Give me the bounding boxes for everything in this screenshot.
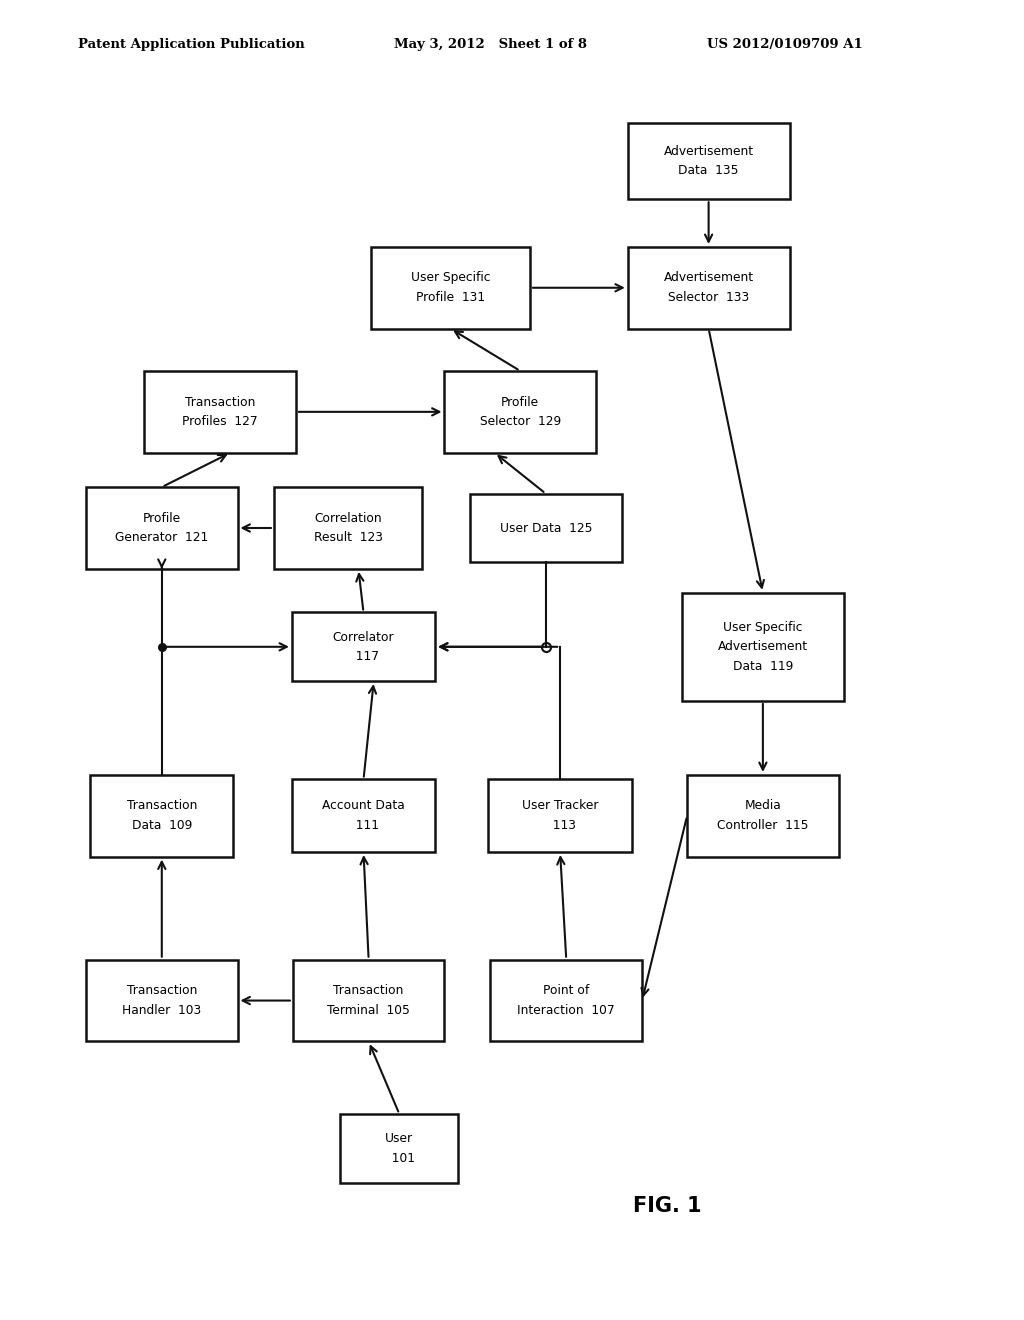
Bar: [144, 371, 296, 453]
Text: Generator  121: Generator 121: [115, 531, 209, 544]
Bar: [293, 960, 444, 1041]
Text: Data  109: Data 109: [132, 818, 191, 832]
Bar: [292, 612, 435, 681]
Text: Transaction: Transaction: [127, 985, 197, 998]
Text: Profiles  127: Profiles 127: [182, 414, 258, 428]
Bar: [90, 775, 233, 857]
Text: User Data  125: User Data 125: [500, 521, 592, 535]
Text: Correlation: Correlation: [314, 512, 382, 525]
Bar: [86, 487, 238, 569]
Bar: [628, 247, 790, 329]
Bar: [628, 123, 790, 199]
Text: Terminal  105: Terminal 105: [328, 1003, 410, 1016]
Text: Patent Application Publication: Patent Application Publication: [78, 38, 304, 51]
Text: 111: 111: [348, 818, 379, 832]
Text: User Specific: User Specific: [411, 272, 490, 285]
Text: Profile  131: Profile 131: [416, 290, 485, 304]
Text: User Specific: User Specific: [723, 620, 803, 634]
Text: Account Data: Account Data: [323, 800, 404, 813]
Text: Profile: Profile: [501, 396, 540, 409]
Bar: [292, 779, 435, 853]
Text: Advertisement: Advertisement: [664, 272, 754, 285]
Text: 101: 101: [384, 1151, 415, 1164]
Bar: [340, 1114, 459, 1183]
Bar: [682, 593, 844, 701]
Text: Point of: Point of: [543, 985, 590, 998]
Text: Selector  133: Selector 133: [668, 290, 750, 304]
Bar: [86, 960, 238, 1041]
Text: Data  135: Data 135: [678, 164, 739, 177]
Text: Data  119: Data 119: [733, 660, 793, 673]
Text: May 3, 2012   Sheet 1 of 8: May 3, 2012 Sheet 1 of 8: [394, 38, 587, 51]
Bar: [470, 494, 622, 562]
Text: Handler  103: Handler 103: [122, 1003, 202, 1016]
Bar: [444, 371, 596, 453]
Bar: [687, 775, 839, 857]
Bar: [490, 960, 642, 1041]
Bar: [274, 487, 422, 569]
Text: Transaction: Transaction: [334, 985, 403, 998]
Text: Controller  115: Controller 115: [717, 818, 809, 832]
Text: Advertisement: Advertisement: [664, 145, 754, 158]
Text: 113: 113: [545, 818, 575, 832]
Bar: [371, 247, 530, 329]
Text: User: User: [385, 1133, 414, 1146]
Text: User Tracker: User Tracker: [522, 800, 598, 813]
Text: US 2012/0109709 A1: US 2012/0109709 A1: [707, 38, 862, 51]
Text: 117: 117: [348, 649, 379, 663]
Text: Result  123: Result 123: [313, 531, 383, 544]
Text: FIG. 1: FIG. 1: [633, 1196, 701, 1217]
Text: Selector  129: Selector 129: [479, 414, 561, 428]
Text: Interaction  107: Interaction 107: [517, 1003, 615, 1016]
Text: Media: Media: [744, 800, 781, 813]
Text: Advertisement: Advertisement: [718, 640, 808, 653]
Bar: [488, 779, 632, 853]
Text: Correlator: Correlator: [333, 631, 394, 644]
Text: Transaction: Transaction: [127, 800, 197, 813]
Text: Transaction: Transaction: [185, 396, 255, 409]
Text: Profile: Profile: [142, 512, 181, 525]
